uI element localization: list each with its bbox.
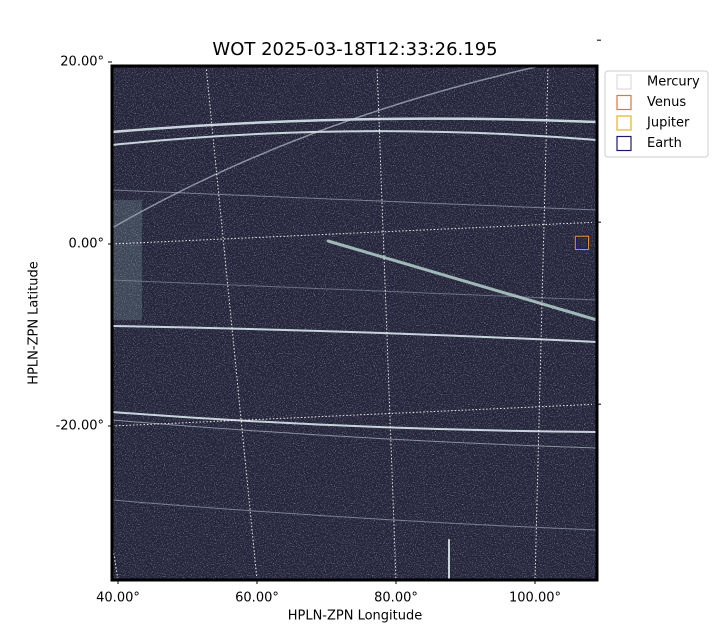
- x-axis-label: HPLN-ZPN Longitude: [288, 609, 423, 624]
- legend-label: Earth: [647, 136, 682, 151]
- legend-marker: [616, 135, 632, 152]
- legend: [604, 70, 709, 158]
- y-tick-label: -20.00°: [56, 419, 104, 434]
- legend-marker: [616, 74, 632, 90]
- legend-marker: [616, 94, 632, 111]
- legend-label: Venus: [647, 95, 686, 110]
- plot-frame: [110, 64, 599, 582]
- grid: [112, 66, 593, 579]
- x-tick-label: 40.00°: [96, 591, 140, 606]
- grid-line: [112, 539, 119, 579]
- x-tick-label: 80.00°: [374, 591, 418, 606]
- grid-line: [534, 66, 549, 579]
- y-tick-label: 0.00°: [69, 237, 104, 252]
- grid-line: [112, 403, 593, 427]
- sky-image: [112, 66, 597, 580]
- y-tick-label: 20.00°: [60, 55, 104, 70]
- grid-line: [112, 221, 593, 245]
- chart-title: WOT 2025-03-18T12:33:26.195: [212, 39, 497, 60]
- legend-label: Jupiter: [646, 116, 690, 131]
- legend-marker: [616, 115, 632, 131]
- legend-label: Mercury: [647, 75, 700, 90]
- x-tick-label: 60.00°: [235, 591, 279, 606]
- grid-line: [376, 66, 397, 579]
- planet-marker: [575, 236, 589, 249]
- y-axis-label: HPLN-ZPN Latitude: [27, 261, 42, 384]
- x-tick-label: 100.00°: [509, 591, 561, 606]
